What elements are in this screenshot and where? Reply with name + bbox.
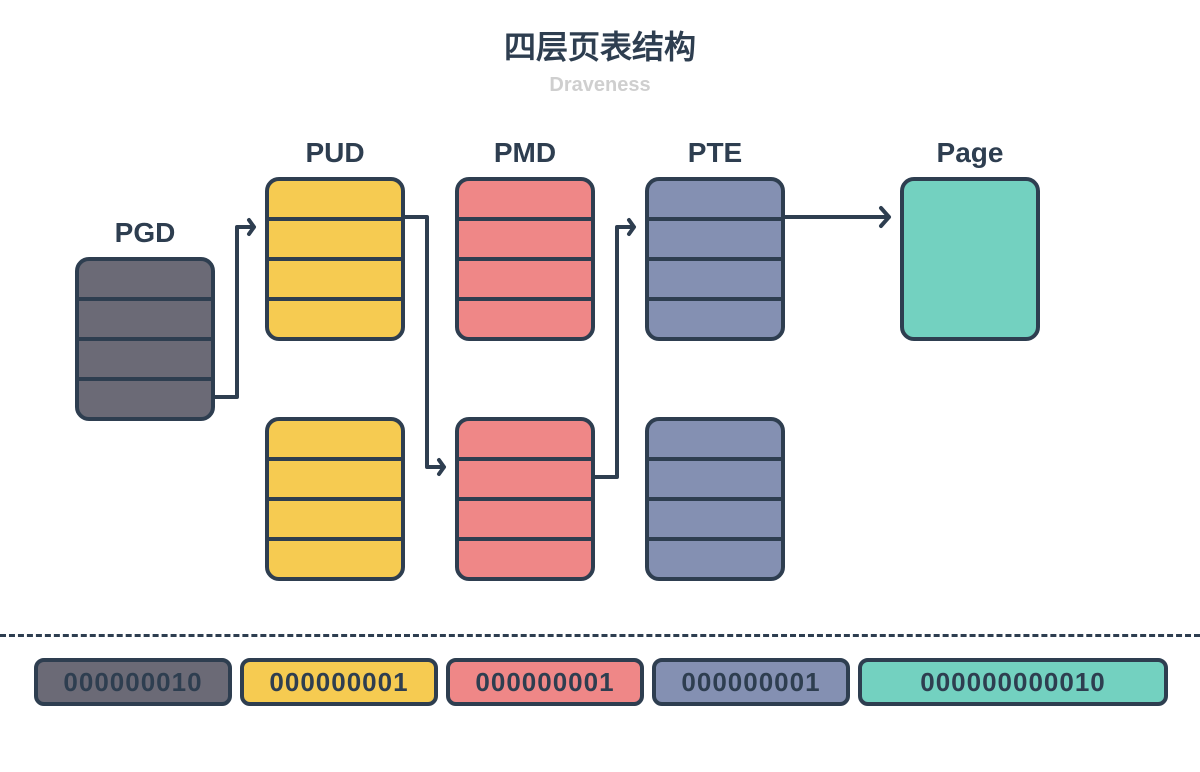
label-pte: PTE xyxy=(645,137,785,169)
label-page: Page xyxy=(900,137,1040,169)
pte-table-top xyxy=(645,177,785,341)
label-pgd: PGD xyxy=(75,217,215,249)
pud-table-bottom xyxy=(265,417,405,581)
addr-seg-pmd: 000000001 xyxy=(446,658,644,706)
pte-table-bottom xyxy=(645,417,785,581)
section-divider xyxy=(0,634,1200,637)
addr-seg-pgd: 000000010 xyxy=(34,658,232,706)
addr-seg-pte: 000000001 xyxy=(652,658,850,706)
page-box xyxy=(900,177,1040,341)
addr-seg-pud: 000000001 xyxy=(240,658,438,706)
pmd-table-top xyxy=(455,177,595,341)
pgd-table xyxy=(75,257,215,421)
label-pmd: PMD xyxy=(455,137,595,169)
pmd-table-bottom xyxy=(455,417,595,581)
pud-table-top xyxy=(265,177,405,341)
label-pud: PUD xyxy=(265,137,405,169)
addr-seg-page: 000000000010 xyxy=(858,658,1168,706)
diagram-canvas: PGD PUD PMD PTE Page 000000010 000000001… xyxy=(0,22,1200,772)
